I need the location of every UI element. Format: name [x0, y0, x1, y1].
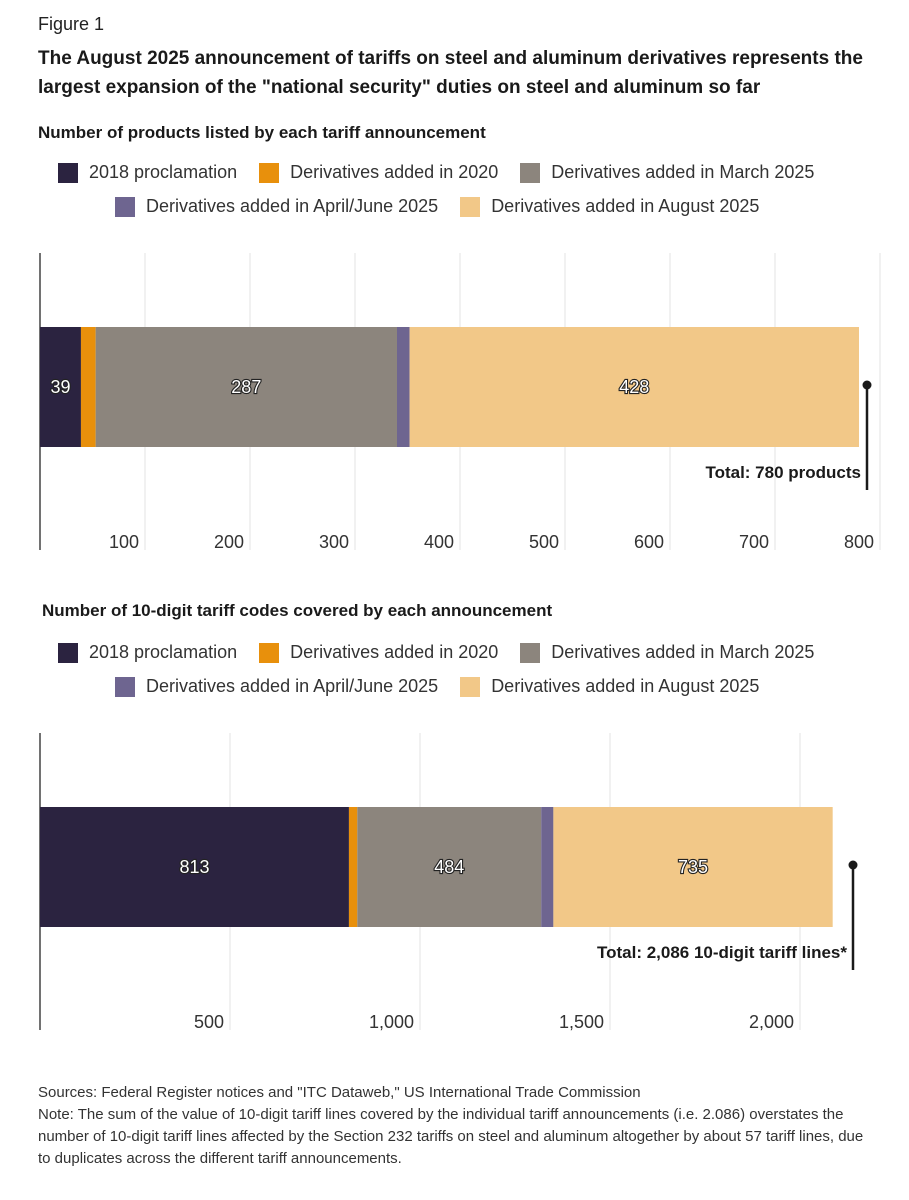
legend-item-august-2025: Derivatives added in August 2025 [460, 676, 759, 697]
sources-text: Sources: Federal Register notices and "I… [38, 1084, 641, 1101]
total-label: Total: 780 products [705, 463, 861, 482]
legend-label-2020: Derivatives added in 2020 [290, 642, 499, 662]
legend-swatch-2020 [259, 162, 280, 183]
bar-segment-2 [348, 807, 358, 927]
legend-swatch-2018 [58, 642, 78, 663]
legend-label-april-june-2025: Derivatives added in April/June 2025 [146, 676, 439, 696]
total-marker-dot [862, 380, 872, 390]
total-label: Total: 2,086 10-digit tariff lines* [597, 943, 847, 962]
bar-segment-3 [95, 327, 398, 447]
tick-label: 1,500 [559, 1012, 604, 1032]
chart1-legend-row2: Derivatives added in April/June 2025 Der… [115, 196, 759, 217]
legend-swatch-august-2025 [460, 676, 481, 697]
bar-segment-2 [80, 327, 96, 447]
data-label: 484 [434, 857, 464, 877]
legend-item-2020: Derivatives added in 2020 [259, 162, 498, 183]
legend-label-2020: Derivatives added in 2020 [290, 162, 499, 182]
legend-label-august-2025: Derivatives added in August 2025 [491, 196, 760, 216]
tick-label: 200 [214, 532, 244, 552]
tick-label: 1,000 [369, 1012, 414, 1032]
tick-label: 2,000 [749, 1012, 794, 1032]
tick-label: 800 [844, 532, 874, 552]
tick-label: 700 [739, 532, 769, 552]
legend-item-march-2025: Derivatives added in March 2025 [520, 642, 814, 663]
chart2-legend-row1: 2018 proclamation Derivatives added in 2… [58, 642, 814, 663]
page-title: The August 2025 announcement of tariffs … [38, 48, 863, 98]
legend-label-april-june-2025: Derivatives added in April/June 2025 [146, 196, 439, 216]
legend-item-april-june-2025: Derivatives added in April/June 2025 [115, 196, 438, 217]
bar-segment-5 [553, 807, 833, 927]
legend-swatch-april-june-2025 [115, 676, 135, 697]
legend-item-2020: Derivatives added in 2020 [259, 642, 498, 663]
legend-item-2018: 2018 proclamation [58, 642, 237, 663]
data-label: 813 [179, 857, 209, 877]
legend-item-2018: 2018 proclamation [58, 162, 237, 183]
legend-label-march-2025: Derivatives added in March 2025 [551, 642, 815, 662]
notes: Sources: Federal Register notices and "I… [38, 1082, 878, 1170]
legend-label-2018: 2018 proclamation [89, 162, 238, 182]
chart1-title: Number of products listed by each tariff… [38, 123, 486, 142]
legend-swatch-august-2025 [460, 196, 481, 217]
legend-swatch-march-2025 [520, 162, 541, 183]
tick-label: 500 [194, 1012, 224, 1032]
tick-label: 100 [109, 532, 139, 552]
bar-segment-1 [40, 327, 81, 447]
legend-swatch-april-june-2025 [115, 196, 135, 217]
tick-label: 500 [529, 532, 559, 552]
chart2-plot: 813 484 735 500 1,000 1,500 2,000 Total: 2,086 … [39, 733, 858, 1032]
total-marker-dot [848, 860, 858, 870]
chart2-legend-row2: Derivatives added in April/June 2025 Der… [115, 676, 759, 697]
legend-swatch-2018 [58, 162, 78, 183]
chart1-legend-row1: 2018 proclamation Derivatives added in 2… [58, 162, 814, 183]
data-label: 735 [678, 857, 708, 877]
legend-label-march-2025: Derivatives added in March 2025 [551, 162, 815, 182]
note-text: Note: The sum of the value of 10-digit t… [38, 1106, 864, 1167]
legend-swatch-2020 [259, 642, 280, 663]
data-label: 39 [50, 377, 70, 397]
legend-label-august-2025: Derivatives added in August 2025 [491, 676, 760, 696]
bar-segment-4 [397, 327, 410, 447]
bar-segment-5 [409, 327, 859, 447]
tick-label: 300 [319, 532, 349, 552]
tick-label: 600 [634, 532, 664, 552]
legend-swatch-march-2025 [520, 642, 541, 663]
bar-segment-1 [40, 807, 349, 927]
figure-label: Figure 1 [38, 14, 105, 34]
bar-segment-3 [357, 807, 542, 927]
tick-label: 400 [424, 532, 454, 552]
data-label: 287 [231, 377, 261, 397]
chart2-title: Number of 10-digit tariff codes covered … [42, 601, 553, 620]
bar-segment-4 [541, 807, 554, 927]
data-label: 428 [619, 377, 649, 397]
legend-item-april-june-2025: Derivatives added in April/June 2025 [115, 676, 438, 697]
legend-item-march-2025: Derivatives added in March 2025 [520, 162, 814, 183]
legend-label-2018: 2018 proclamation [89, 642, 238, 662]
chart1-plot: 39 287 428 100 200 300 400 500 600 700 800 Total: 7… [39, 253, 881, 552]
legend-item-august-2025: Derivatives added in August 2025 [460, 196, 759, 217]
